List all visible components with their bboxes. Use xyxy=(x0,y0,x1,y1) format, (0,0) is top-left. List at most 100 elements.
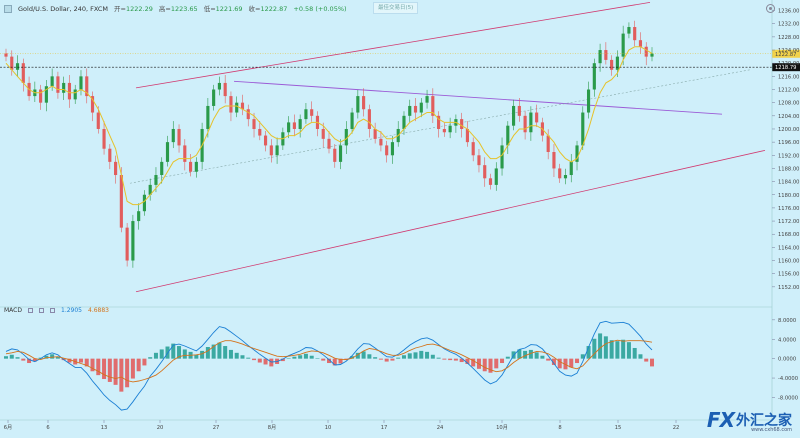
settings-gear-icon[interactable] xyxy=(766,4,775,13)
macd-histogram-bar xyxy=(540,355,545,359)
candle-body xyxy=(500,145,504,169)
candles[interactable] xyxy=(4,20,654,268)
collapse-icon[interactable] xyxy=(4,5,12,13)
macd-histogram-bar xyxy=(142,358,147,366)
candle-body xyxy=(465,128,470,143)
candle-body xyxy=(511,105,516,126)
macd-histogram-bar xyxy=(598,333,603,359)
candle-body xyxy=(431,96,435,116)
macd-histogram-bar xyxy=(292,356,297,359)
macd-histogram-bar xyxy=(148,357,153,359)
macd-histogram-bar xyxy=(442,358,447,360)
macd-histogram-bar xyxy=(309,355,314,359)
macd-histogram-bar xyxy=(563,358,568,370)
candle-body xyxy=(212,89,216,106)
macd-histogram-bar xyxy=(136,358,141,372)
candle-body xyxy=(610,59,614,70)
high-value: 1223.65 xyxy=(170,5,198,13)
macd-histogram-bar xyxy=(459,358,464,363)
macd-histogram-bar xyxy=(84,358,89,367)
macd-setting-icon[interactable] xyxy=(28,308,33,313)
time-axis[interactable]: 6月 6 13 20 27 8月 10 17 24 10月 8 15 22 xyxy=(0,419,772,431)
macd-histogram-bar xyxy=(159,349,164,359)
candle-body xyxy=(304,109,308,120)
candle-body xyxy=(575,145,579,162)
macd-histogram-bar xyxy=(471,358,476,367)
candle-body xyxy=(240,102,245,110)
macd-histogram-bar xyxy=(592,338,597,359)
macd-tick-label: 4.0000 xyxy=(778,337,796,343)
candle-body xyxy=(108,148,112,162)
price-tick-label: 1156.00 xyxy=(778,272,799,278)
price-axis[interactable]: 1236.00 1232.00 1228.00 1224.00 1220.00 1216.… xyxy=(771,0,799,420)
macd-histogram-bar xyxy=(96,358,101,376)
macd-histogram-bar xyxy=(621,339,626,359)
macd-histogram-bar xyxy=(500,358,505,364)
macd-histogram-bar xyxy=(396,357,401,359)
price-tick-label: 1236.00 xyxy=(778,9,799,15)
candle-body xyxy=(627,27,631,34)
macd-histogram-bar xyxy=(257,358,262,363)
symbol-title[interactable]: Gold/U.S. Dollar, 240, FXCM xyxy=(18,5,109,13)
horizontal-level-tag xyxy=(772,63,800,72)
macd-label[interactable]: MACD xyxy=(4,307,22,314)
macd-histogram-bar xyxy=(615,341,620,359)
macd-histogram-bar xyxy=(182,349,187,359)
macd-histogram-bar xyxy=(280,358,285,362)
price-tick-label: 1168.00 xyxy=(778,232,799,238)
macd-histogram-bar xyxy=(580,354,585,359)
candle-body xyxy=(263,135,268,146)
macd-histogram-bar xyxy=(332,358,337,366)
macd-histogram-bar xyxy=(205,347,210,359)
macd-histogram-bar xyxy=(350,356,355,359)
candle-body xyxy=(333,148,337,162)
macd-histogram-bar xyxy=(50,354,55,359)
price-tick-label: 1208.00 xyxy=(778,101,799,107)
price-tick-label: 1232.00 xyxy=(778,22,799,28)
candle-body xyxy=(471,142,475,156)
macd-tick-label: 0.0000 xyxy=(778,357,796,363)
candle-body xyxy=(246,109,250,120)
macd-tick-label: 8.0000 xyxy=(778,318,796,324)
macd-histogram-bar xyxy=(27,358,32,364)
center-tag[interactable]: 最佳交易日(5) xyxy=(373,2,419,14)
time-tick-label: 8月 xyxy=(268,424,277,431)
candle-body xyxy=(356,96,360,113)
price-levels: 1218.79 1222.87 xyxy=(0,49,800,72)
macd-histogram-bar xyxy=(321,358,326,361)
low-value: 1221.69 xyxy=(215,5,243,13)
price-tick-label: 1180.00 xyxy=(778,193,799,199)
macd-histogram-bar xyxy=(269,358,274,367)
candle-body xyxy=(21,63,25,83)
candle-body xyxy=(15,63,20,70)
macd-close-icon[interactable] xyxy=(50,308,55,313)
time-tick-label: 10 xyxy=(325,425,332,431)
candle-body xyxy=(385,145,389,156)
candle-body xyxy=(327,138,331,149)
macd-eye-icon[interactable] xyxy=(39,308,44,313)
candle-body xyxy=(269,145,273,156)
candle-body xyxy=(56,76,60,93)
resistance-trendline xyxy=(233,80,723,115)
macd-histogram-bar xyxy=(338,358,343,364)
candle-body xyxy=(44,86,48,103)
macd-histogram-bar xyxy=(171,343,176,359)
time-tick-label: 27 xyxy=(213,425,220,431)
candle-body xyxy=(79,76,83,90)
candle-body xyxy=(402,115,406,129)
price-tick-label: 1164.00 xyxy=(778,245,799,251)
time-tick-label: 17 xyxy=(381,425,388,431)
candle-body xyxy=(367,109,371,129)
macd-histogram-bar xyxy=(569,358,574,368)
candle-body xyxy=(131,221,135,261)
candle-body xyxy=(373,128,377,139)
candle-body xyxy=(535,112,539,123)
price-tick-label: 1192.00 xyxy=(778,153,799,159)
macd-histogram-bar xyxy=(228,349,233,359)
candle-body xyxy=(183,145,187,162)
macd-histogram-bar xyxy=(303,353,308,359)
candle-body xyxy=(592,63,596,90)
macd-histogram-bar xyxy=(240,355,245,359)
macd-histogram-bar xyxy=(546,358,551,361)
